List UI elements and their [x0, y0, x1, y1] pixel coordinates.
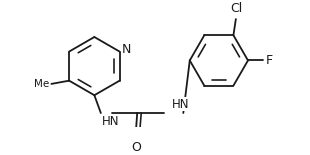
Text: N: N — [122, 43, 131, 56]
Text: F: F — [266, 54, 273, 67]
Text: O: O — [131, 141, 141, 154]
Text: Me: Me — [34, 79, 49, 89]
Text: HN: HN — [172, 98, 189, 111]
Text: Cl: Cl — [231, 2, 243, 15]
Text: HN: HN — [102, 115, 119, 128]
